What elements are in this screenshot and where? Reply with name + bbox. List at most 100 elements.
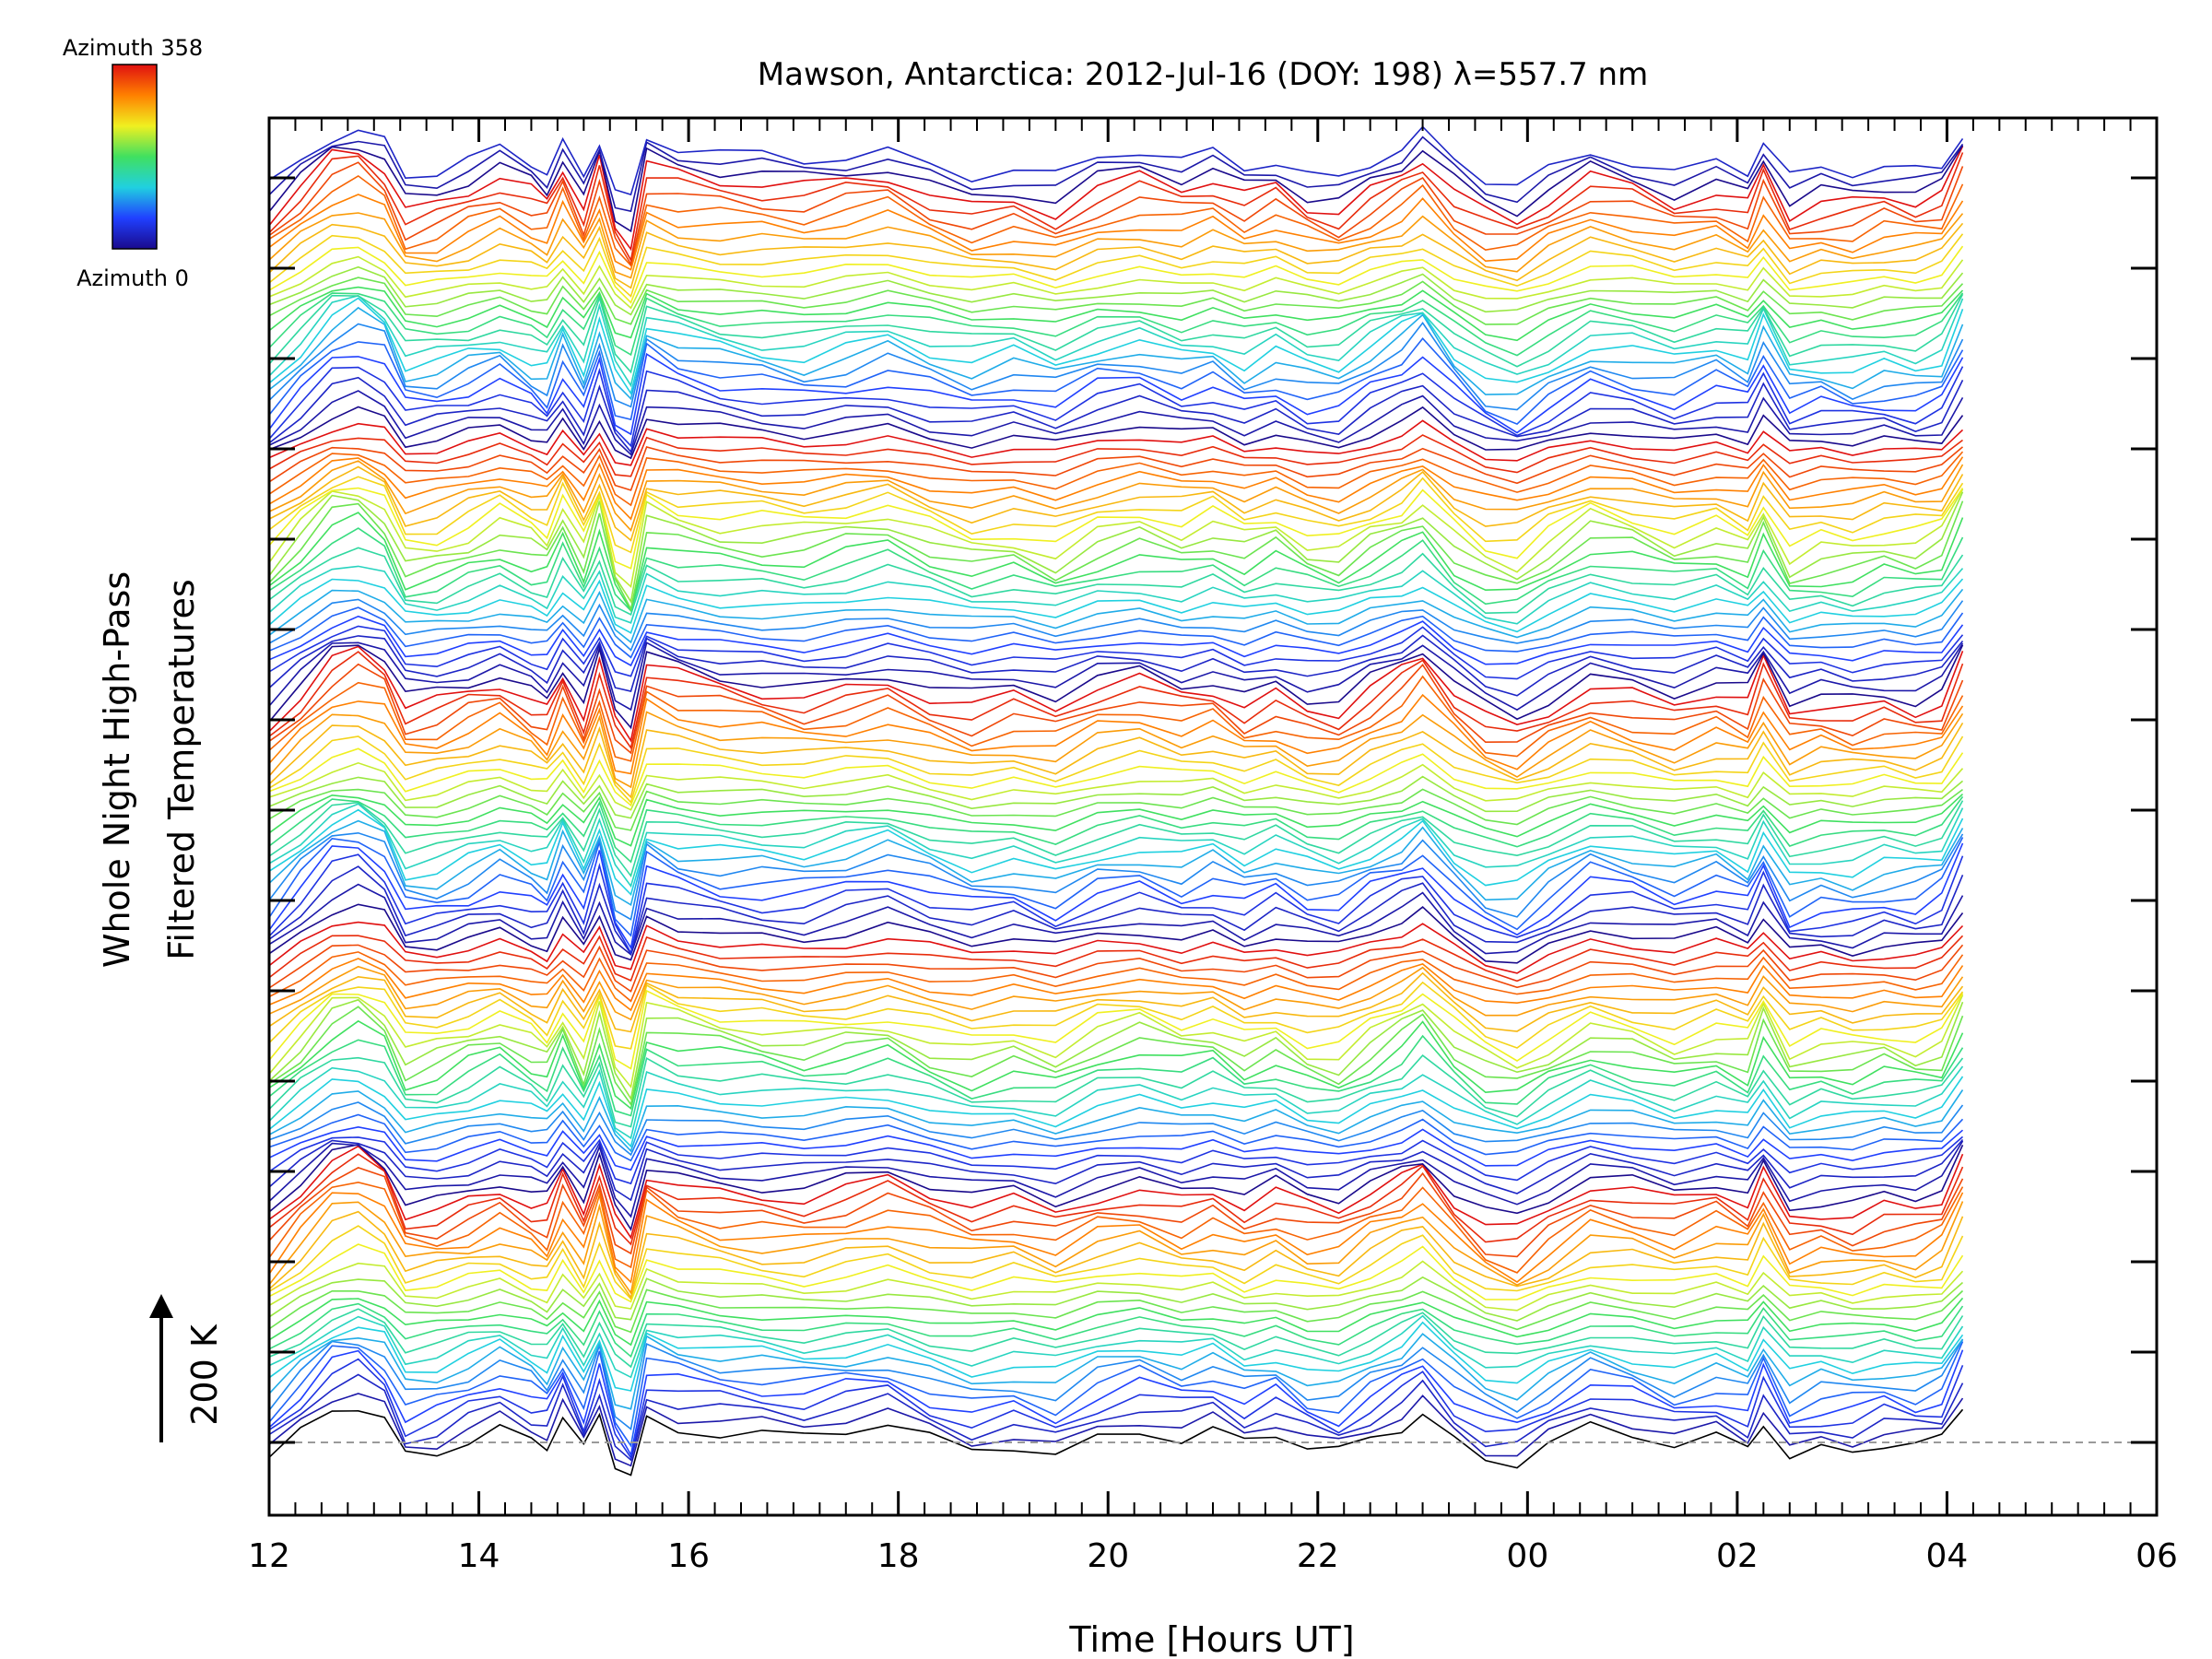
temperature-trace [268, 722, 1964, 799]
temperature-trace [268, 1321, 1964, 1392]
temperature-trace [268, 152, 1964, 263]
temperature-trace [268, 297, 1964, 395]
temperature-trace [268, 295, 1964, 388]
temperature-trace [268, 1006, 1964, 1107]
temperature-trace [268, 1260, 1964, 1312]
x-tick-label: 02 [1716, 1537, 1759, 1575]
temperature-trace [268, 434, 1963, 477]
temperature-trace [268, 663, 1964, 755]
temperature-trace [268, 265, 1964, 316]
x-tick-label: 22 [1297, 1537, 1339, 1575]
temperature-trace [268, 998, 1964, 1101]
temperature-trace [268, 1145, 1964, 1240]
temperature-trace [268, 376, 1964, 454]
temperature-trace [268, 390, 1964, 456]
temperature-trace [268, 222, 1964, 289]
temperature-trace [268, 853, 1964, 956]
temperature-trace [268, 465, 1964, 542]
temperature-trace [268, 1201, 1964, 1295]
y-axis-label-line1: Whole Night High-Pass [97, 571, 137, 968]
temperature-trace [268, 794, 1964, 847]
x-tick-labels: 12 14 16 18 20 22 00 02 04 06 [248, 1537, 2178, 1575]
temperature-trace [268, 322, 1964, 411]
temperature-trace [268, 1225, 1964, 1300]
temperature-trace [268, 1338, 1964, 1430]
chart-title: Mawson, Antarctica: 2012-Jul-16 (DOY: 19… [758, 56, 1648, 93]
temperature-trace [268, 1138, 1964, 1202]
temperature-trace [268, 1308, 1964, 1369]
temperature-trace [268, 711, 1964, 789]
temperature-trace [268, 451, 1964, 507]
temperature-trace [268, 1113, 1964, 1162]
colorbar-bottom-label: Azimuth 0 [76, 265, 189, 291]
temperature-trace [268, 1341, 1964, 1448]
temperature-trace [268, 336, 1964, 426]
temperature-trace [268, 965, 1964, 1021]
temperature-trace [268, 803, 1964, 888]
temperature-trace [268, 675, 1964, 762]
temperature-trace [268, 1135, 1964, 1185]
temperature-trace [268, 500, 1964, 612]
temperature-trace [268, 625, 1964, 680]
temperature-trace [268, 293, 1964, 374]
temperature-trace [268, 135, 1964, 213]
temperature-trace [268, 578, 1964, 634]
temperature-trace [268, 1065, 1964, 1140]
temperature-trace [268, 212, 1964, 279]
temperature-trace [268, 352, 1964, 436]
x-axis-label: Time [Hours UT] [1068, 1619, 1354, 1659]
temperature-trace [268, 366, 1964, 448]
temperature-trace [268, 547, 1964, 617]
temperature-trace [268, 1167, 1964, 1258]
temperature-trace [268, 921, 1964, 974]
temperature-trace [268, 800, 1964, 878]
temperature-trace [268, 842, 1964, 950]
temperature-trace [268, 1393, 1964, 1467]
temperature-trace [268, 1089, 1964, 1153]
temperature-trace [268, 588, 1964, 644]
temperature-trace [268, 125, 1964, 196]
x-tick-label: 06 [2136, 1537, 2178, 1575]
x-tick-label: 04 [1926, 1537, 1969, 1575]
temperature-trace [268, 146, 1964, 252]
scale-bar-arrow-head [149, 1294, 173, 1318]
temperature-trace [268, 1314, 1964, 1379]
temperature-trace [268, 1297, 1964, 1347]
temperature-trace [268, 1302, 1964, 1359]
temperature-trace [268, 446, 1964, 491]
temperature-trace [268, 598, 1964, 652]
temperature-trace [268, 944, 1964, 993]
temperature-trace [268, 276, 1964, 325]
temperature-trace [268, 981, 1964, 1050]
temperature-trace [268, 735, 1964, 805]
temperature-trace [268, 958, 1964, 1012]
temperature-trace [268, 406, 1964, 460]
temperature-trace [268, 1144, 1964, 1231]
temperature-trace [268, 1210, 1964, 1300]
temperature-trace [268, 819, 1964, 907]
temperature-trace [268, 512, 1964, 613]
temperature-trace [268, 903, 1964, 964]
temperature-trace [268, 761, 1964, 811]
temperature-trace [268, 233, 1964, 298]
scale-bar: 200 K [149, 1294, 225, 1442]
temperature-trace [268, 831, 1964, 921]
temperature-trace [268, 456, 1964, 521]
temperature-trace [268, 1076, 1964, 1148]
temperature-trace [268, 1125, 1964, 1171]
azimuth-colorbar: Azimuth 358 Azimuth 0 [63, 35, 203, 291]
x-tick-label: 20 [1087, 1537, 1129, 1575]
temperature-trace [268, 161, 1964, 266]
temperature-trace [268, 491, 1964, 604]
temperature-trace [268, 1349, 1964, 1457]
temperature-trace [268, 1333, 1964, 1410]
temperature-trace [268, 1101, 1964, 1157]
temperature-trace [268, 255, 1964, 310]
temperature-trace [268, 651, 1964, 750]
temperature-trace [268, 1276, 1964, 1322]
x-tick-label: 00 [1506, 1537, 1548, 1575]
temperature-trace [268, 641, 1964, 712]
temperature-trace [268, 476, 1964, 554]
temperature-trace [268, 1054, 1964, 1128]
